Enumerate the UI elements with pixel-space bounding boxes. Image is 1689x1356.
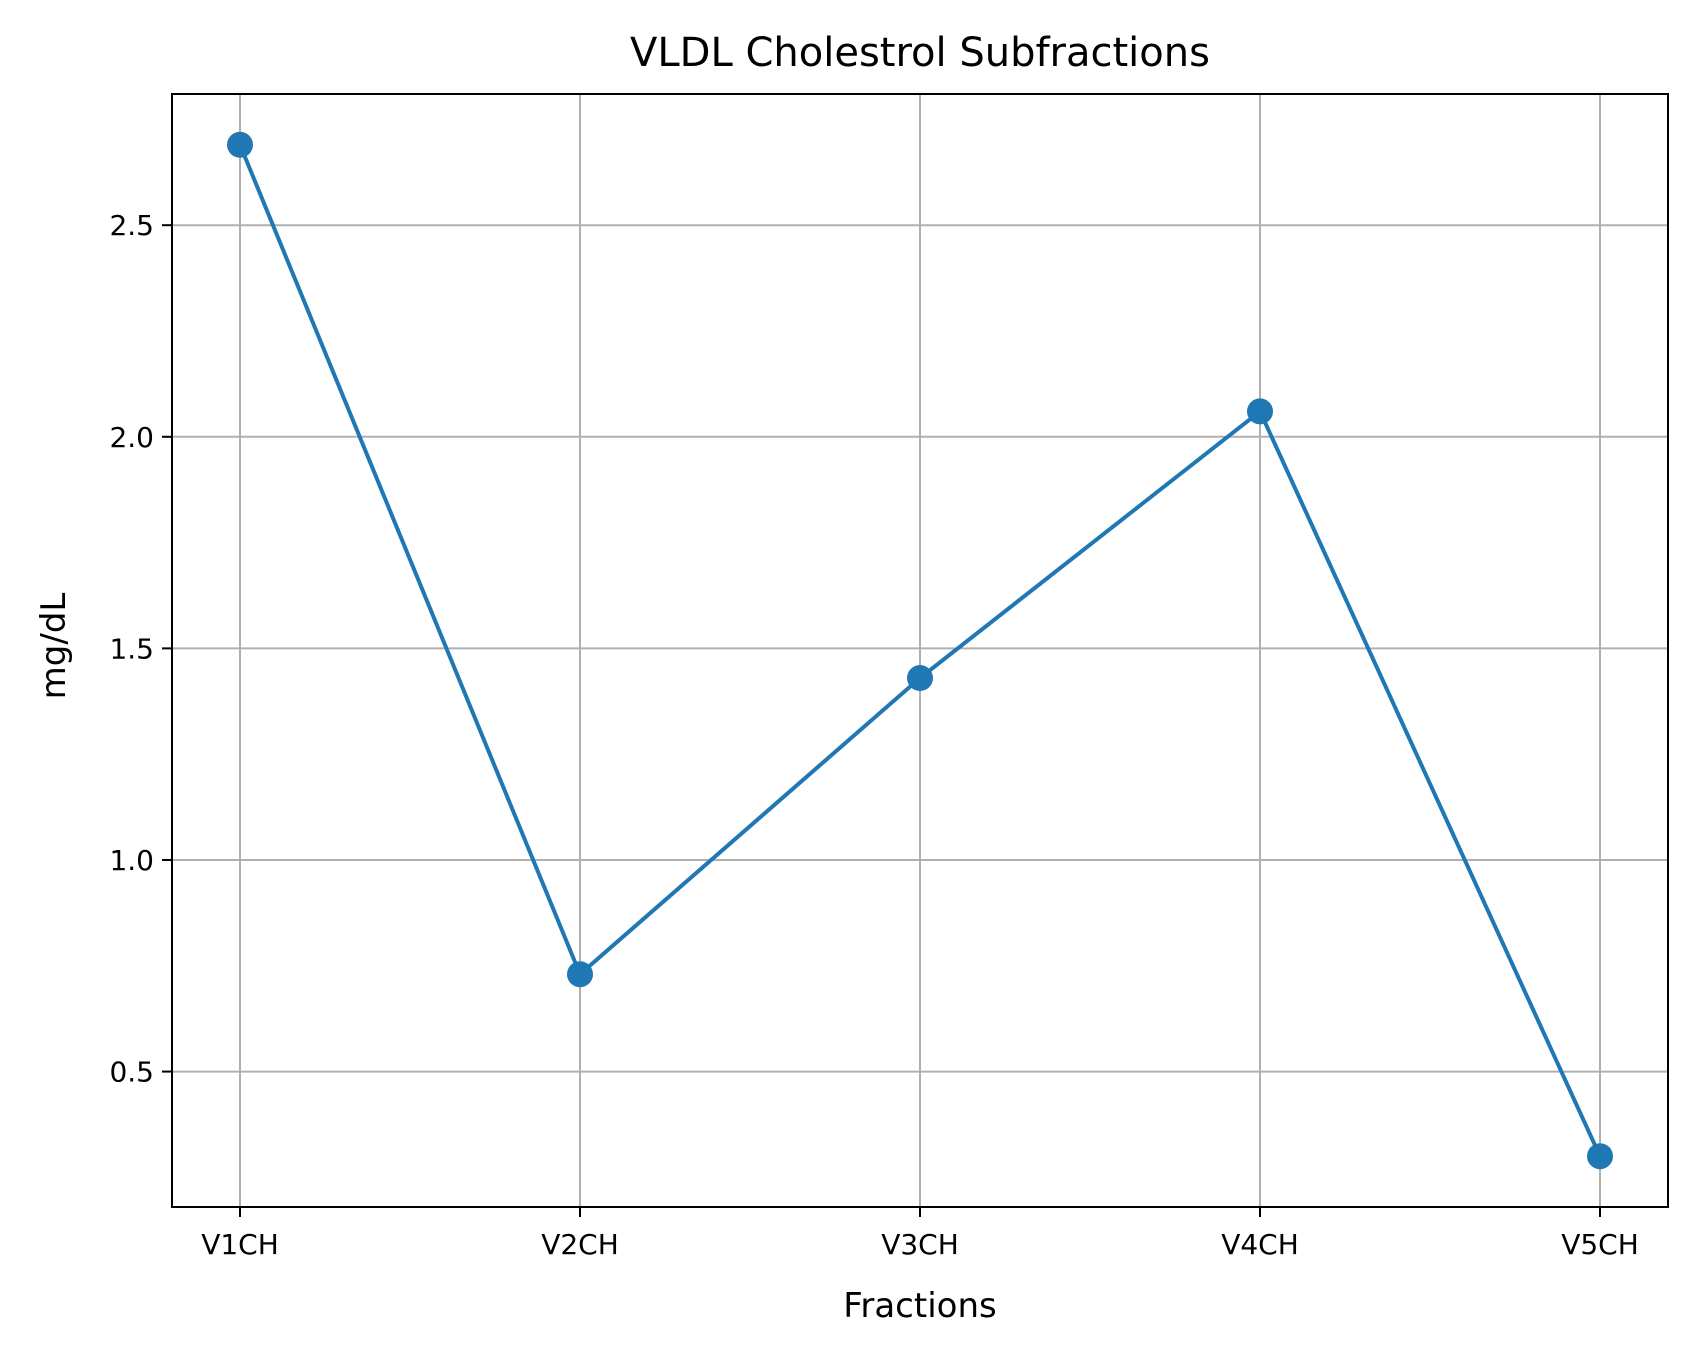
data-point-v1ch [227, 131, 253, 158]
data-point-v5ch [1587, 1143, 1613, 1170]
x-tick-label: V1CH [201, 1228, 279, 1261]
y-axis-label: mg/dL [34, 593, 74, 700]
data-point-v3ch [907, 665, 933, 692]
y-tick-label: 0.5 [109, 1056, 154, 1089]
data-point-v4ch [1247, 398, 1273, 425]
series-layer [227, 131, 1613, 1170]
y-tick-label: 1.5 [109, 632, 154, 665]
grid [172, 94, 1668, 1207]
x-tick-label: V4CH [1221, 1228, 1299, 1261]
x-axis-label: Fractions [843, 1286, 996, 1326]
y-tick-label: 2.0 [109, 421, 154, 454]
y-tick-label: 1.0 [109, 844, 154, 877]
x-tick-label: V5CH [1561, 1228, 1639, 1261]
x-tick-label: V3CH [881, 1228, 959, 1261]
ticks: V1CH V2CH V3CH V4CH V5CH 0.5 1.0 1.5 2.0 2.5 [109, 209, 1638, 1261]
x-tick-label: V2CH [541, 1228, 619, 1261]
data-point-v2ch [567, 961, 593, 988]
chart-title: VLDL Cholestrol Subfractions [630, 30, 1210, 76]
y-tick-label: 2.5 [109, 209, 154, 242]
